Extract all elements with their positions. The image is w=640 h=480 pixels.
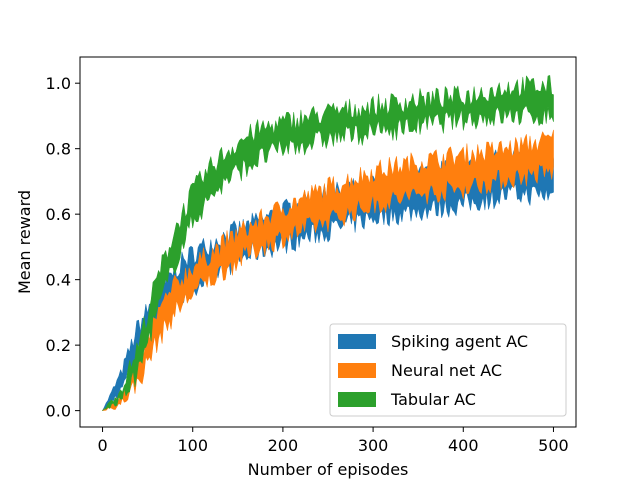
y-tick-label: 0.8 xyxy=(46,140,71,159)
x-tick-label: 500 xyxy=(538,436,569,455)
x-axis: 0 100 200 300 400 500 xyxy=(97,427,569,455)
y-tick-label: 0.4 xyxy=(46,271,71,290)
legend-swatch xyxy=(338,334,376,349)
y-tick-label: 0.2 xyxy=(46,336,71,355)
x-tick-label: 400 xyxy=(448,436,479,455)
legend: Spiking agent AC Neural net AC Tabular AC xyxy=(329,323,567,417)
x-tick-label: 200 xyxy=(268,436,299,455)
y-tick-label: 0.6 xyxy=(46,205,71,224)
legend-swatch xyxy=(338,363,376,378)
x-tick-label: 0 xyxy=(97,436,107,455)
y-axis-label: Mean reward xyxy=(15,190,34,294)
legend-swatch xyxy=(338,392,376,407)
x-tick-label: 100 xyxy=(177,436,208,455)
series-band-tabular-ac xyxy=(102,75,554,411)
y-tick-label: 0.0 xyxy=(46,402,71,421)
series-layer xyxy=(102,75,554,411)
x-axis-label: Number of episodes xyxy=(248,460,409,479)
legend-label: Spiking agent AC xyxy=(391,332,528,351)
plot-frame xyxy=(79,56,577,428)
y-tick-label: 1.0 xyxy=(46,74,71,93)
legend-label: Neural net AC xyxy=(391,361,502,380)
legend-label: Tabular AC xyxy=(390,390,476,409)
x-tick-label: 300 xyxy=(358,436,389,455)
series-band-neural-net-ac xyxy=(102,129,554,411)
legend-frame xyxy=(329,323,567,417)
y-axis: 0.0 0.2 0.4 0.6 0.8 1.0 xyxy=(46,74,80,421)
